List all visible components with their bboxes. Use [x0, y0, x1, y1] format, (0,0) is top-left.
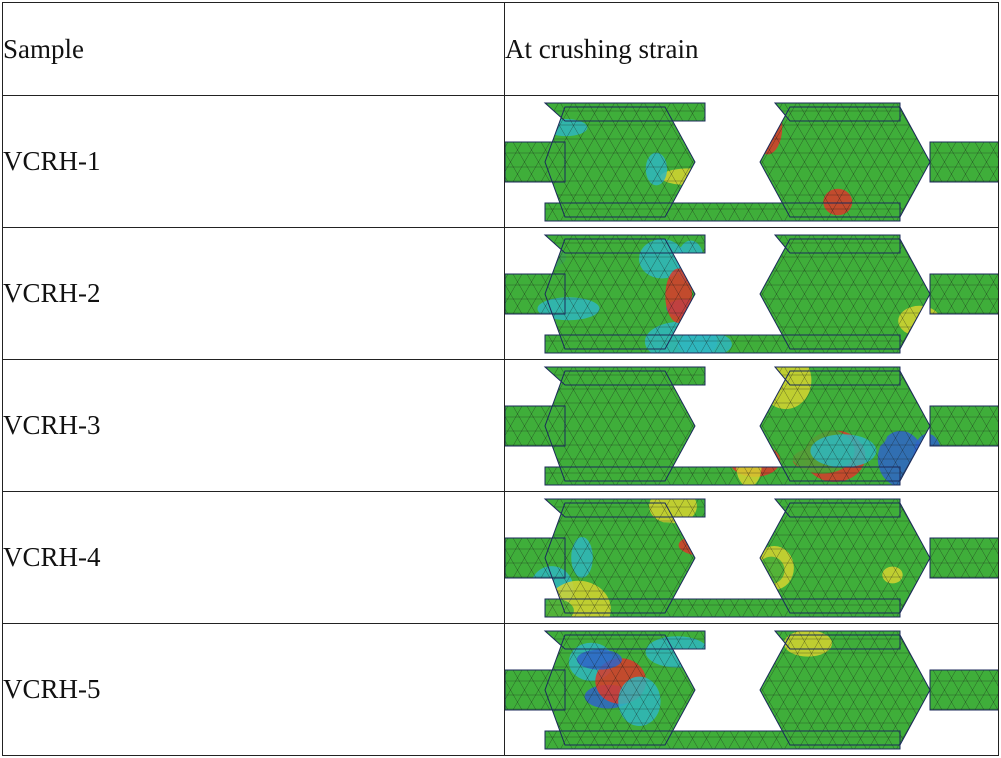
contour-image-cell [504, 359, 999, 492]
header-sample: Sample [2, 2, 505, 96]
table-row: VCRH-3 [2, 359, 999, 492]
contour-image-cell [504, 227, 999, 360]
table-header-row: Sample At crushing strain [2, 2, 999, 96]
header-crushing-strain: At crushing strain [504, 2, 999, 96]
table-row: VCRH-4 [2, 491, 999, 624]
fem-contour-icon [505, 630, 998, 749]
contour-image-cell [504, 95, 999, 228]
table-row: VCRH-2 [2, 227, 999, 360]
fem-contour-icon [505, 102, 998, 221]
table-row: VCRH-1 [2, 95, 999, 228]
fem-contour-icon [505, 366, 998, 485]
sample-name-cell: VCRH-2 [2, 227, 505, 360]
sample-name-cell: VCRH-3 [2, 359, 505, 492]
fem-contour-icon [505, 234, 998, 353]
table-row: VCRH-5 [2, 623, 999, 756]
sample-name-cell: VCRH-4 [2, 491, 505, 624]
sample-name-cell: VCRH-1 [2, 95, 505, 228]
sample-name-cell: VCRH-5 [2, 623, 505, 756]
contour-image-cell [504, 491, 999, 624]
fem-contour-icon [505, 498, 998, 617]
contour-image-cell [504, 623, 999, 756]
